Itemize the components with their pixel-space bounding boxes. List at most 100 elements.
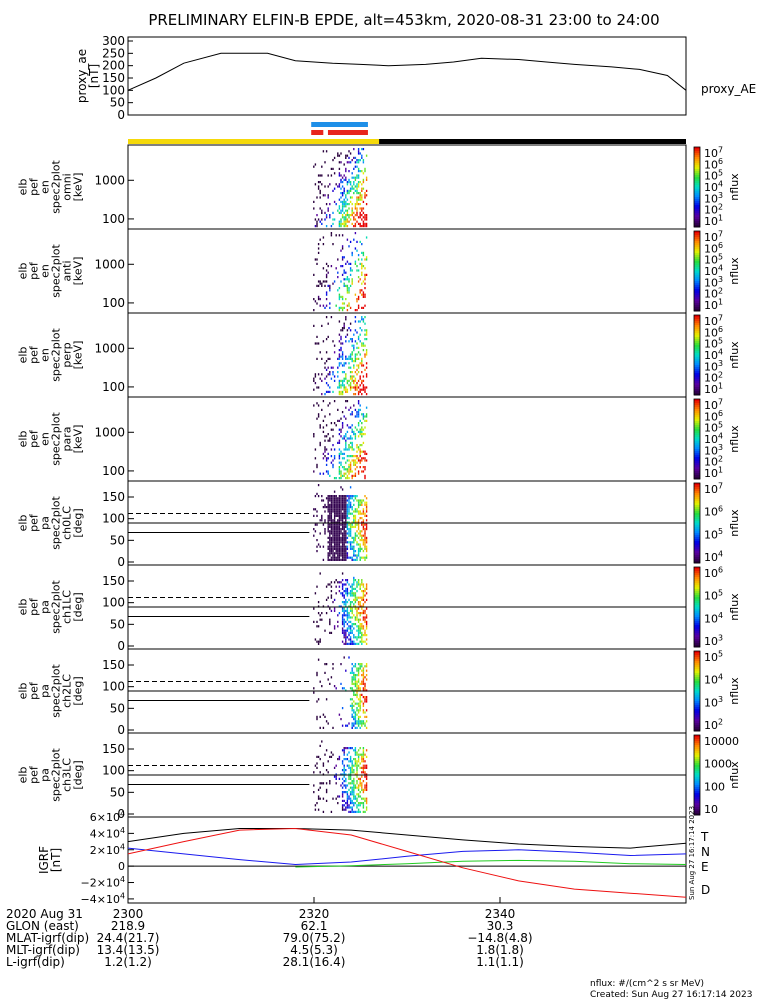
colorbar-tick-label: 103 xyxy=(704,275,723,289)
spectrogram-data xyxy=(313,740,368,813)
colorbar-tick-label: 107 xyxy=(704,146,723,160)
ylabel-line: nflux xyxy=(728,341,741,369)
colorbar-tick-label: 107 xyxy=(704,314,723,328)
ylabel-line: en xyxy=(38,264,51,278)
plot-title: PRELIMINARY ELFIN-B EPDE, alt=453km, 202… xyxy=(148,11,659,29)
ylabel-line: pef xyxy=(27,261,40,280)
ytick-label: 100 xyxy=(102,764,125,778)
xaxis-row-label: GLON (east) xyxy=(6,919,79,933)
ylabel-line: IGRF xyxy=(37,846,51,874)
colorbar xyxy=(694,651,700,732)
colorbar-tick-label: 103 xyxy=(704,443,723,457)
colorbar-label: nflux xyxy=(728,173,741,201)
ylabel-line: spec2plot xyxy=(49,328,62,382)
colorbar-tick-label: 1000 xyxy=(704,758,732,771)
colorbar-label: nflux xyxy=(728,509,741,537)
colorbar-tick-label: 107 xyxy=(704,398,723,412)
ytick-label: 0 xyxy=(118,860,125,873)
xaxis-row-label: L-igrf(dip) xyxy=(6,955,65,969)
spectrogram-data xyxy=(313,316,368,396)
ylabel-line: para xyxy=(60,427,73,452)
colorbar-tick-label: 104 xyxy=(704,432,723,446)
ylabel-line: [keV] xyxy=(71,341,84,370)
ylabel-line: ch0LC xyxy=(60,506,73,540)
igrf-ylabel: IGRF[nT] xyxy=(37,846,63,874)
colorbar-tick-label: 103 xyxy=(704,191,723,205)
xaxis-row-value: −14.8(4.8) xyxy=(467,931,532,945)
shadow-bar xyxy=(379,139,686,144)
igrf-line-T xyxy=(127,828,687,849)
colorbar-tick-label: 104 xyxy=(704,180,723,194)
colorbar-label: nflux xyxy=(728,593,741,621)
ytick-label: 150 xyxy=(102,71,125,85)
xaxis-row-value: 30.3 xyxy=(487,919,514,933)
colorbar-tick-label: 106 xyxy=(704,325,723,339)
xaxis-row-value: 4.5(5.3) xyxy=(290,943,338,957)
colorbar-frame xyxy=(693,230,701,312)
ytick-label: 100 xyxy=(102,680,125,694)
ylabel-line: ch1LC xyxy=(60,590,73,624)
ylabel-line: anti xyxy=(60,260,73,281)
colorbar-tick-label: 10 xyxy=(704,803,718,816)
ylabel-line: pef xyxy=(27,597,40,616)
xtick-label: 2340 xyxy=(485,907,516,921)
ylabel-line: [deg] xyxy=(71,676,84,705)
ylabel-line: nflux xyxy=(728,173,741,201)
ylabel-line: en xyxy=(38,180,51,194)
colorbar-tick-label: 101 xyxy=(704,298,723,312)
ytick-label: 100 xyxy=(102,464,125,478)
units-note: nflux: #/(cm^2 s sr MeV) xyxy=(590,979,704,989)
colorbar-frame xyxy=(693,146,701,228)
ytick-label: 1000 xyxy=(94,173,125,187)
ytick-label: 100 xyxy=(102,83,125,97)
ytick-label: 2×104 xyxy=(90,842,125,856)
colorbar-tick-label: 102 xyxy=(704,370,723,384)
ytick-label: 100 xyxy=(102,212,125,226)
ylabel-line: spec2plot xyxy=(49,580,62,634)
colorbar-tick-label: 105 xyxy=(704,588,723,602)
colorbar xyxy=(694,147,700,228)
sunlit-bar xyxy=(128,139,380,144)
ytick-label: 300 xyxy=(102,34,125,48)
proxy-ae-ylabel: proxy_ae[nT] xyxy=(75,49,101,103)
ylabel-line: [deg] xyxy=(71,592,84,621)
ytick-label: 1000 xyxy=(94,341,125,355)
created-timestamp: Created: Sun Aug 27 16:17:14 2023 xyxy=(590,990,752,1000)
xaxis-row-value: 1.2(1.2) xyxy=(104,955,152,969)
ylabel-line: ch2LC xyxy=(60,674,73,708)
colorbar xyxy=(694,231,700,312)
colorbar-tick-label: 106 xyxy=(704,241,723,255)
ylabel-line: spec2plot xyxy=(49,496,62,550)
ylabel-line: nflux xyxy=(728,509,741,537)
colorbar-frame xyxy=(693,482,701,564)
ytick-label: 50 xyxy=(110,701,125,715)
xtick-label: 2320 xyxy=(299,907,330,921)
colorbar-tick-label: 106 xyxy=(704,157,723,171)
colorbar-label: nflux xyxy=(728,341,741,369)
colorbar-tick-label: 106 xyxy=(704,409,723,423)
spectrogram-data xyxy=(313,400,368,480)
colorbar-tick-label: 103 xyxy=(704,695,723,709)
xaxis-row-label: MLT-igrf(dip) xyxy=(6,943,80,957)
colorbar-tick-label: 105 xyxy=(704,527,723,541)
side-timestamp: Sun Aug 27 16:17:14 2023 xyxy=(688,806,696,900)
ytick-label: 4×104 xyxy=(90,826,125,840)
igrf-frame xyxy=(127,816,687,904)
colorbar-tick-label: 102 xyxy=(704,454,723,468)
ytick-label: 100 xyxy=(102,380,125,394)
ylabel-line: proxy_ae xyxy=(75,49,89,103)
ylabel-line: nflux xyxy=(728,593,741,621)
ytick-label: 100 xyxy=(102,296,125,310)
colorbar-frame xyxy=(693,734,701,816)
colorbar-tick-label: 10000 xyxy=(704,735,739,748)
ylabel-line: [keV] xyxy=(71,257,84,286)
ytick-label: 1000 xyxy=(94,257,125,271)
colorbar-tick-label: 107 xyxy=(704,230,723,244)
ylabel-line: [nT] xyxy=(49,848,63,872)
spectrogram-data xyxy=(313,484,368,561)
igrf-legend-D: D xyxy=(701,883,710,897)
xaxis-row-label: MLAT-igrf(dip) xyxy=(6,931,89,945)
ytick-label: 50 xyxy=(110,785,125,799)
